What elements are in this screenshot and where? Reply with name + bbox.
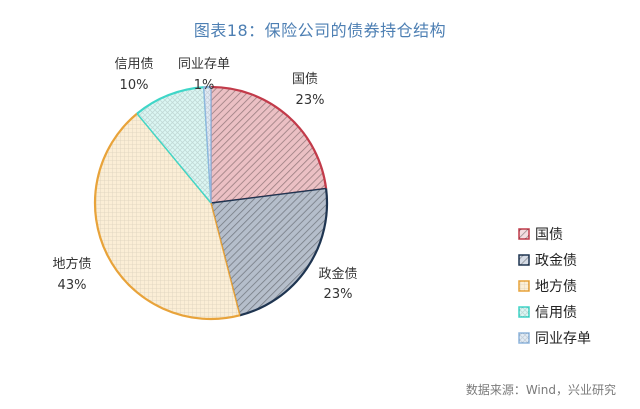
pie-labels: 国债 23% 政金债 23% 地方债 43% 信用债 10% 同业存单 1% — [52, 57, 357, 302]
source-note: 数据来源：Wind，兴业研究 — [465, 383, 616, 397]
legend-swatch-hatch-2 — [519, 281, 529, 291]
slice-name-label-2: 地方债 — [52, 256, 91, 272]
legend-swatch-hatch-4 — [519, 333, 529, 343]
legend-label-4: 同业存单 — [535, 331, 591, 347]
slice-name-label-0: 国债 — [292, 72, 318, 87]
slice-name-label-3: 信用债 — [114, 57, 153, 72]
legend-swatch-hatch-1 — [519, 255, 529, 265]
slice-value-label-0: 23% — [296, 93, 325, 108]
pie-slice-outline-0 — [210, 85, 328, 189]
pie-slice-hatch-0 — [211, 87, 327, 203]
pie-slice-hatch-1 — [211, 188, 328, 316]
pie-slice-hatch-2 — [94, 113, 240, 320]
pie-slice-outline-2 — [93, 112, 241, 321]
pie-slice-outline-1 — [239, 188, 329, 317]
slice-value-label-4: 1% — [194, 78, 215, 93]
legend-label-3: 信用债 — [535, 305, 577, 321]
slice-name-label-4: 同业存单 — [178, 57, 230, 72]
pie-slice-edge-4 — [203, 87, 212, 204]
pie-slice-hatch-3 — [137, 87, 211, 203]
pie-slice-outline-3 — [136, 86, 204, 115]
legend-label-0: 国债 — [535, 227, 563, 243]
slice-name-label-1: 政金债 — [318, 266, 357, 282]
legend-swatch-hatch-3 — [519, 307, 529, 317]
pie-slices — [93, 85, 329, 321]
legend-swatch-hatch-0 — [519, 229, 529, 239]
legend-label-2: 地方债 — [535, 279, 577, 295]
chart-title: 图表18：保险公司的债券持仓结构 — [193, 21, 447, 40]
slice-value-label-1: 23% — [324, 287, 353, 302]
legend-label-1: 政金债 — [535, 253, 577, 269]
slice-value-label-2: 43% — [58, 278, 87, 293]
slice-value-label-3: 10% — [120, 78, 149, 93]
